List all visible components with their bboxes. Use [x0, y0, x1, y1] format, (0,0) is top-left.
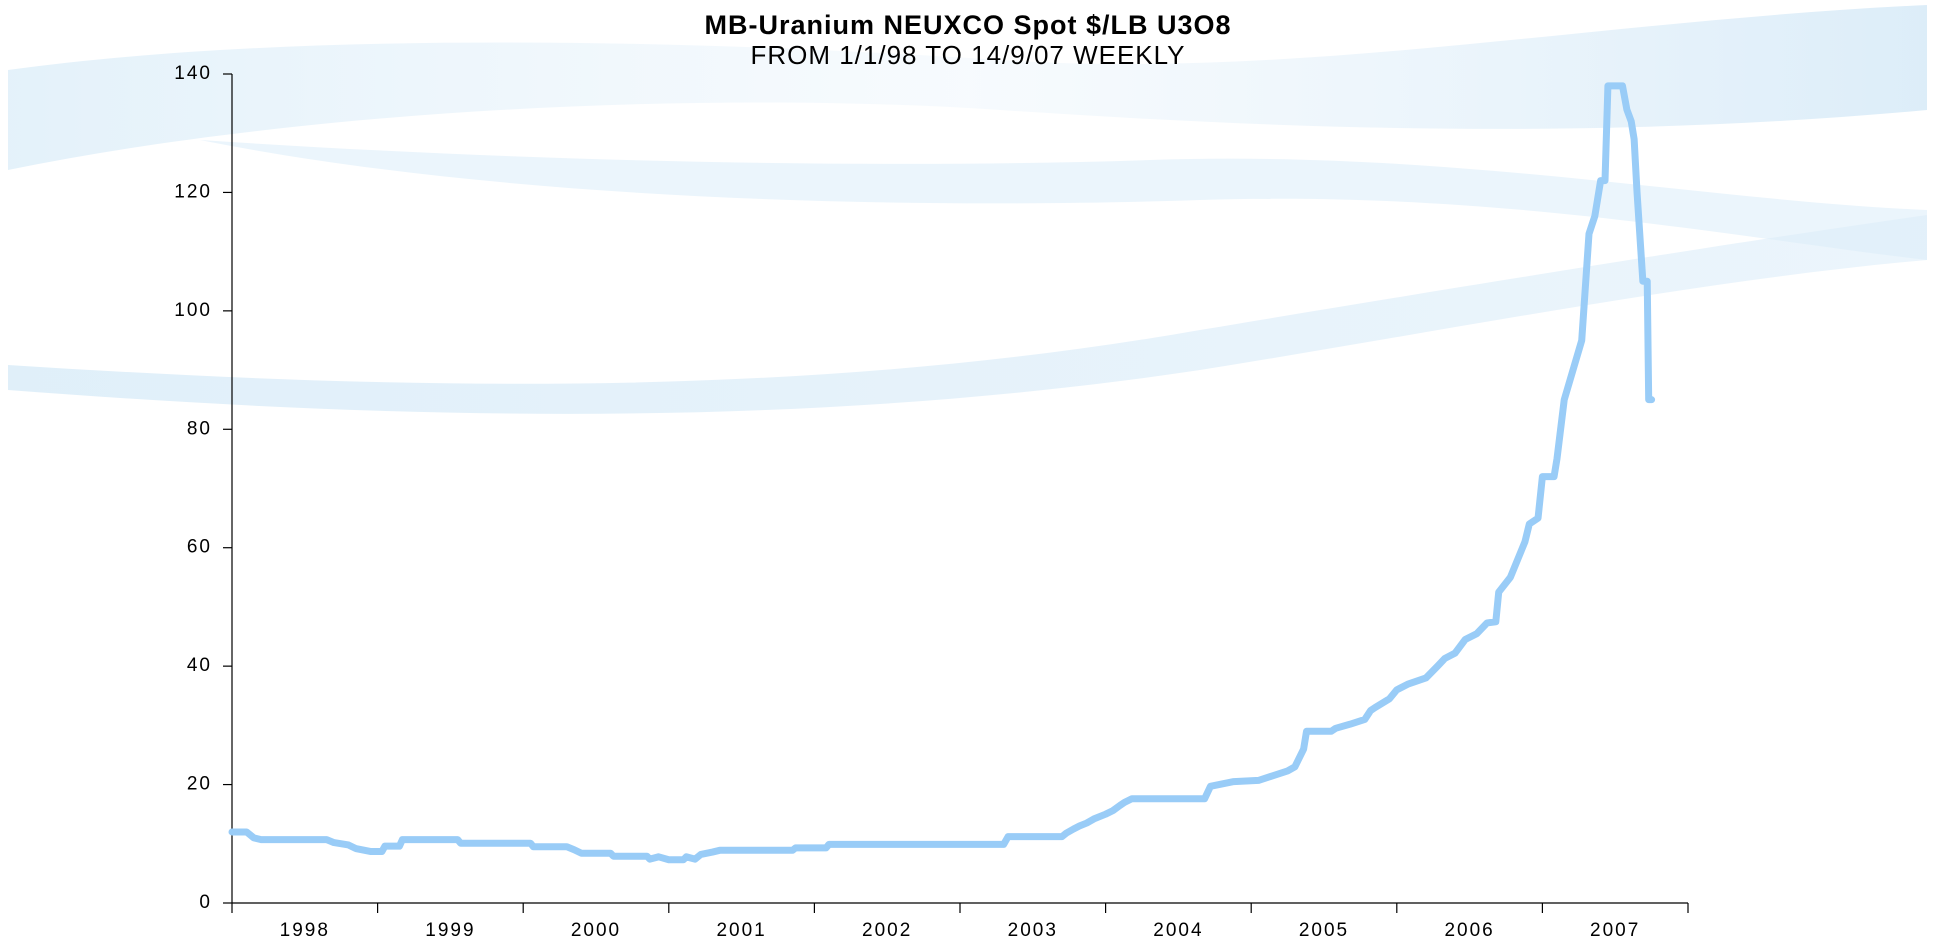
- chart-title: MB-Uranium NEUXCO Spot $/LB U3O8: [704, 10, 1231, 40]
- x-tick-label: 2006: [1444, 920, 1494, 941]
- y-tick-label: 140: [174, 63, 212, 84]
- data-line: [228, 82, 1656, 864]
- y-tick-label: 120: [174, 181, 212, 202]
- x-tick-label: 2005: [1299, 920, 1349, 941]
- y-tick-label: 0: [199, 892, 212, 913]
- x-tick-label: 2003: [1008, 920, 1058, 941]
- y-tick-label: 80: [187, 418, 212, 439]
- chart-subtitle: FROM 1/1/98 TO 14/9/07 WEEKLY: [750, 40, 1185, 70]
- x-tick-label: 1998: [280, 920, 330, 941]
- x-tick-label: 2004: [1153, 920, 1203, 941]
- x-tick-label: 1999: [425, 920, 475, 941]
- y-tick-label: 20: [187, 774, 212, 795]
- x-tick-label: 2001: [716, 920, 766, 941]
- y-tick-label: 100: [174, 300, 212, 321]
- background-waves: [8, 5, 1927, 414]
- x-tick-label: 2007: [1590, 920, 1640, 941]
- x-tick-label: 2000: [571, 920, 621, 941]
- x-tick-label: 2002: [862, 920, 912, 941]
- y-tick-label: 60: [187, 537, 212, 558]
- y-tick-label: 40: [187, 655, 212, 676]
